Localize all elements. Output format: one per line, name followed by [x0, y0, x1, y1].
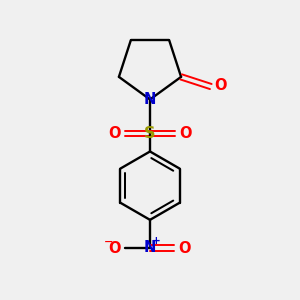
Text: N: N — [144, 240, 156, 255]
Text: O: O — [179, 126, 191, 141]
Text: O: O — [178, 241, 190, 256]
Text: N: N — [144, 92, 156, 107]
Text: O: O — [109, 126, 121, 141]
Text: O: O — [109, 241, 121, 256]
Text: +: + — [152, 236, 161, 246]
Text: −: − — [104, 236, 113, 247]
Text: S: S — [144, 126, 156, 141]
Text: O: O — [214, 78, 227, 93]
